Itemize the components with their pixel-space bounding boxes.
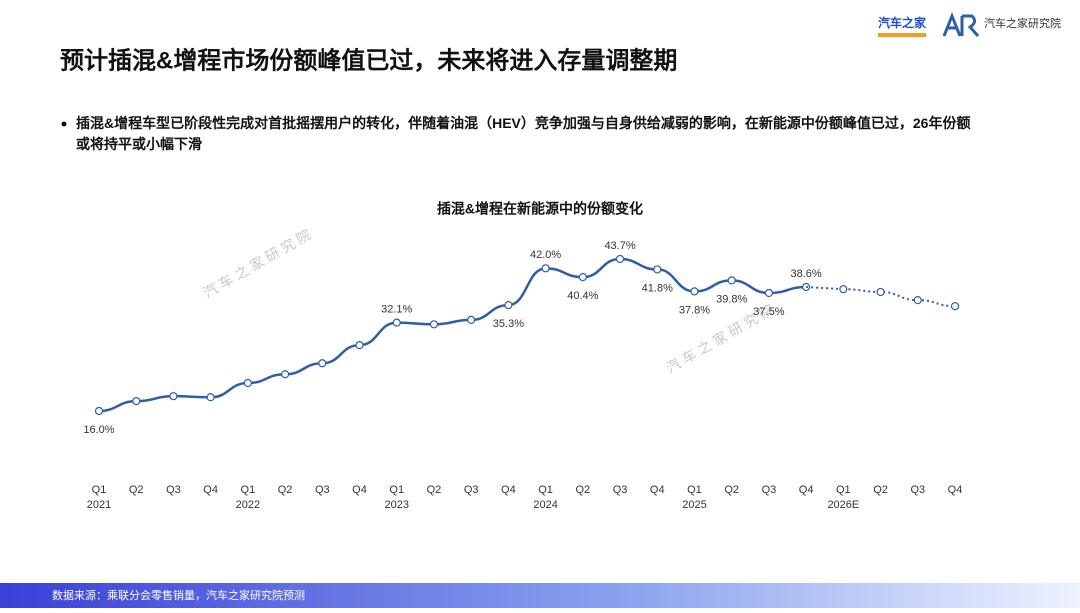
data-point xyxy=(839,285,848,294)
data-point xyxy=(94,406,104,416)
x-tick-label: Q2 xyxy=(427,484,442,496)
x-tick-label: Q4 xyxy=(352,484,367,496)
data-label: 16.0% xyxy=(83,424,114,436)
x-tick-label: Q1 xyxy=(92,484,107,496)
x-tick-label: Q2 xyxy=(873,484,888,496)
data-point xyxy=(541,264,550,273)
data-label: 37.8% xyxy=(679,304,710,316)
research-logo-icon xyxy=(942,11,980,37)
forecast-connector xyxy=(806,285,844,291)
bullet-text: 插混&增程车型已阶段性完成对首批摇摆用户的转化，伴随着油混（HEV）竞争加强与自… xyxy=(76,115,971,152)
bullet-dot xyxy=(61,121,67,127)
data-point xyxy=(950,302,960,311)
data-point xyxy=(764,288,774,298)
x-tick-label: Q3 xyxy=(166,484,181,496)
data-point xyxy=(876,287,885,297)
x-tick-label: Q1 xyxy=(241,484,256,496)
x-year-label: 2021 xyxy=(87,499,111,511)
series-line xyxy=(843,288,956,308)
x-tick-label: Q3 xyxy=(613,484,628,496)
data-point xyxy=(913,296,922,305)
x-year-label: 2022 xyxy=(236,499,260,511)
footer-bar xyxy=(0,583,1080,608)
data-point xyxy=(727,276,736,285)
x-year-label: 2024 xyxy=(533,499,557,511)
bullet-box: 插混&增程车型已阶段性完成对首批摇摆用户的转化，伴随着油混（HEV）竞争加强与自… xyxy=(76,115,971,152)
data-label: 35.3% xyxy=(493,318,524,330)
data-point xyxy=(615,254,625,264)
data-point xyxy=(504,300,513,310)
data-point xyxy=(467,315,476,325)
data-point xyxy=(318,359,327,368)
data-point xyxy=(653,265,662,274)
watermark: 汽 车 之 家 研 究 院 xyxy=(200,226,313,301)
data-point xyxy=(280,370,290,379)
data-label: 42.0% xyxy=(530,249,561,261)
data-point xyxy=(392,318,401,327)
x-year-label: 2026E xyxy=(827,499,859,511)
x-tick-label: Q3 xyxy=(762,484,777,496)
chart-title: 插混&增程在新能源中的份额变化 xyxy=(437,201,643,217)
x-tick-label: Q3 xyxy=(315,484,330,496)
x-tick-label: Q4 xyxy=(799,484,814,496)
x-year-label: 2023 xyxy=(384,499,408,511)
x-tick-label: Q4 xyxy=(948,484,963,496)
data-point xyxy=(690,287,699,296)
data-point xyxy=(169,392,178,401)
footer-source: 数据来源：乘联分会零售销量，汽车之家研究院预测 xyxy=(52,588,305,602)
x-tick-label: Q1 xyxy=(836,484,851,496)
research-logo: 汽车之家研究院 xyxy=(984,16,1061,30)
x-tick-label: Q4 xyxy=(650,484,665,496)
x-tick-label: Q2 xyxy=(278,484,293,496)
plot: Q1 2021 Q2 Q3 Q4 Q1 2022 Q2 Q3 Q4 Q1 2023 Q2 Q3 Q4 Q1 20… xyxy=(83,240,962,511)
series-line xyxy=(98,257,807,413)
data-label: 32.1% xyxy=(381,304,412,316)
x-tick-label: Q1 xyxy=(389,484,404,496)
data-label: 43.7% xyxy=(604,240,635,252)
data-label: 40.4% xyxy=(567,290,598,302)
x-tick-label: Q1 xyxy=(538,484,553,496)
x-tick-label: Q2 xyxy=(724,484,739,496)
slide-title: 预计插混&增程市场份额峰值已过，未来将进入存量调整期 xyxy=(60,46,677,74)
data-label: 39.8% xyxy=(716,293,747,305)
data-point xyxy=(206,393,215,402)
x-tick-label: Q3 xyxy=(910,484,925,496)
brand-logo-bar xyxy=(878,33,926,37)
x-tick-label: Q4 xyxy=(501,484,516,496)
x-tick-label: Q1 xyxy=(687,484,702,496)
data-point xyxy=(429,320,439,329)
brand-logo: 汽车之家 xyxy=(878,15,927,30)
x-tick-label: Q2 xyxy=(129,484,144,496)
x-tick-label: Q4 xyxy=(203,484,218,496)
data-label: 38.6% xyxy=(791,268,822,280)
data-point xyxy=(132,397,141,406)
x-tick-label: Q2 xyxy=(575,484,590,496)
x-year-label: 2025 xyxy=(682,499,706,511)
data-point xyxy=(243,378,252,388)
data-label: 37.5% xyxy=(753,306,784,318)
data-label: 41.8% xyxy=(642,282,673,294)
x-tick-label: Q3 xyxy=(464,484,479,496)
data-point xyxy=(355,341,364,350)
data-point xyxy=(578,273,587,282)
